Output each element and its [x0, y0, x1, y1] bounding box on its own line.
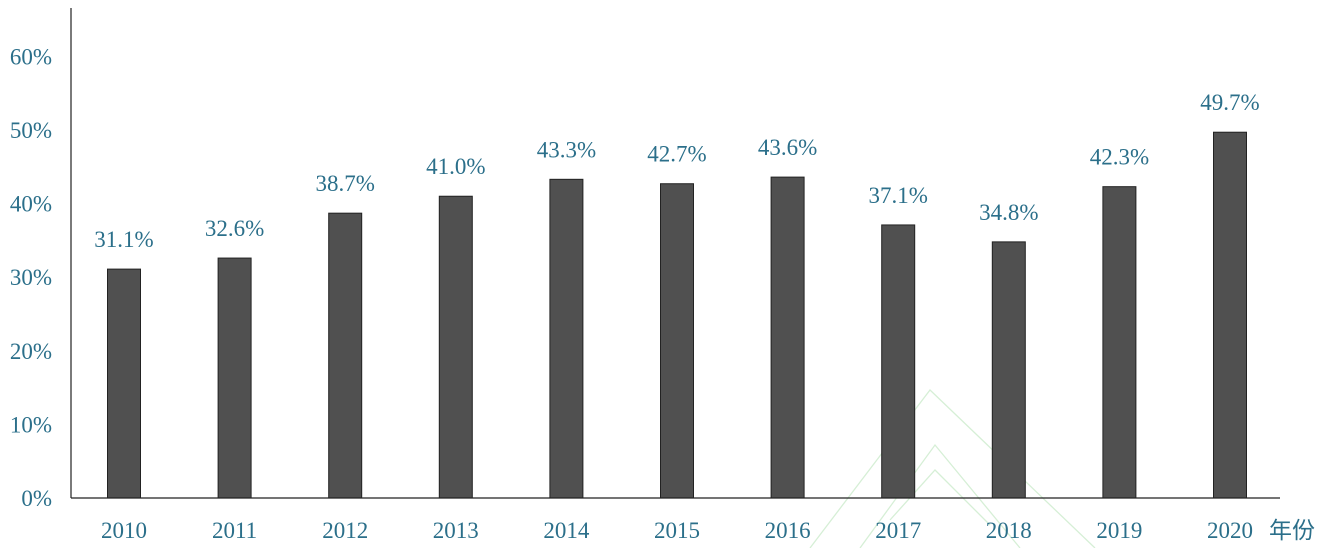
bar-2011	[217, 257, 252, 499]
data-label-2012: 38.7%	[315, 171, 374, 196]
data-labels: 31.1% 32.6% 38.7% 41.0% 43.3% 42.7% 43.6% 37.1%…	[94, 90, 1259, 252]
bars	[107, 131, 1247, 499]
bar-2016	[770, 176, 805, 499]
y-tick-label: 50%	[10, 118, 52, 143]
data-label-2017: 37.1%	[868, 183, 927, 208]
x-tick-label-2011: 2011	[212, 518, 257, 543]
data-label-2019: 42.3%	[1090, 145, 1149, 170]
data-label-2010: 31.1%	[94, 227, 153, 252]
x-tick-label-2010: 2010	[101, 518, 147, 543]
y-tick-label: 30%	[10, 265, 52, 290]
data-label-2011: 32.6%	[205, 216, 264, 241]
y-axis-ticks: 0% 10% 20% 30% 40% 50% 60%	[10, 44, 52, 511]
x-tick-label-2018: 2018	[986, 518, 1032, 543]
x-tick-label-2014: 2014	[543, 518, 590, 543]
bar-2015	[660, 183, 694, 499]
x-tick-label-2019: 2019	[1096, 518, 1142, 543]
bar-2019	[1102, 186, 1137, 499]
data-label-2015: 42.7%	[647, 142, 706, 167]
bar-2014	[549, 178, 584, 499]
x-tick-label-2020: 2020	[1207, 518, 1253, 543]
data-label-2016: 43.6%	[758, 135, 817, 160]
bar-2013	[438, 195, 473, 499]
bar-2017	[881, 224, 916, 499]
x-tick-label-2017: 2017	[875, 518, 921, 543]
x-axis-title: 年份	[1269, 518, 1315, 543]
data-label-2018: 34.8%	[979, 200, 1038, 225]
x-tick-label-2012: 2012	[322, 518, 368, 543]
y-tick-label: 10%	[10, 412, 52, 437]
data-label-2020: 49.7%	[1200, 90, 1259, 115]
bar-2018	[991, 241, 1026, 499]
watermark-logo	[809, 389, 1096, 548]
y-tick-label: 0%	[21, 486, 52, 511]
x-axis-ticks: 2010 2011 2012 2013 2014 2015 2016 2017 2018 2019…	[101, 518, 1253, 543]
x-tick-label-2013: 2013	[433, 518, 479, 543]
data-label-2014: 43.3%	[537, 137, 596, 162]
x-tick-label-2015: 2015	[654, 518, 700, 543]
bar-2010	[107, 268, 141, 499]
y-tick-label: 40%	[10, 192, 52, 217]
data-label-2013: 41.0%	[426, 154, 485, 179]
x-tick-label-2016: 2016	[765, 518, 811, 543]
bar-2020	[1213, 131, 1247, 499]
bar-2012	[328, 212, 363, 499]
y-tick-label: 60%	[10, 44, 52, 69]
y-tick-label: 20%	[10, 339, 52, 364]
